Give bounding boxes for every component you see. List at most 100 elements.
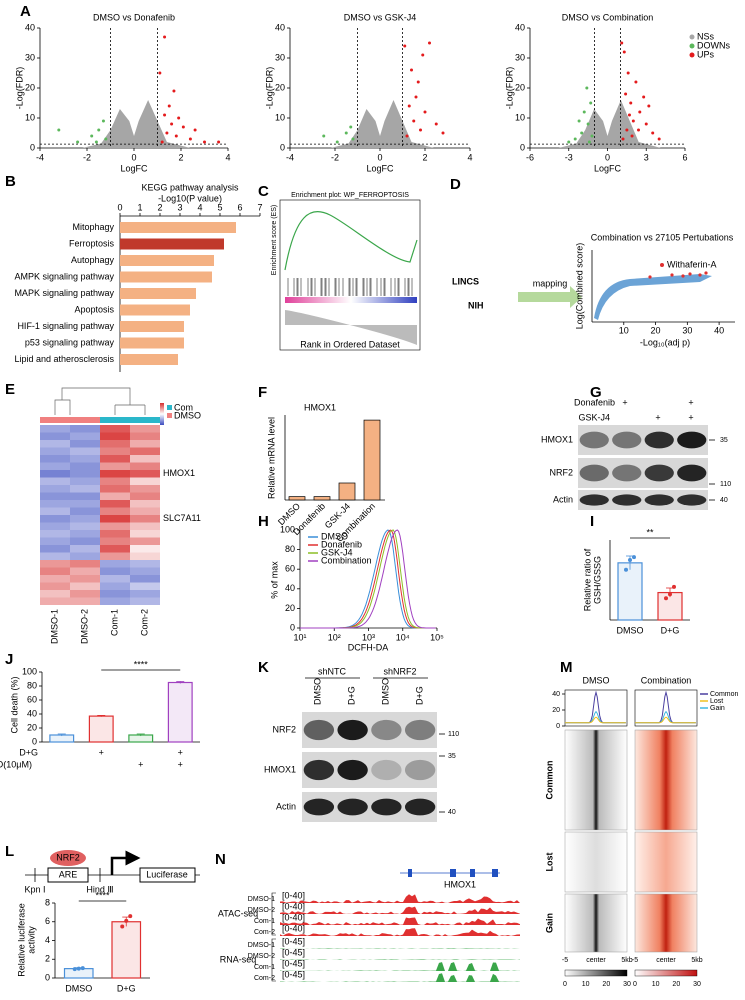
- y-tick-label: 4: [45, 935, 50, 945]
- heat-cell: [100, 425, 130, 433]
- plot-title: Combination vs 27105 Pertubations: [591, 232, 734, 242]
- signal-heatmap: [564, 729, 628, 831]
- heat-cell: [40, 582, 70, 590]
- x-label: DCFH-DA: [348, 642, 389, 652]
- heat-cell: [40, 530, 70, 538]
- y-tick-label: 60: [285, 564, 295, 574]
- x-tick-label: 10³: [362, 632, 375, 642]
- heat-cell: [100, 485, 130, 493]
- point: [577, 119, 581, 123]
- heat-cell: [70, 515, 100, 523]
- heat-cell: [100, 537, 130, 545]
- heat-cell: [100, 470, 130, 478]
- point: [642, 95, 646, 99]
- x-label: LogFC: [366, 163, 394, 173]
- x-tick-label: 10: [619, 325, 629, 335]
- heat-cell: [40, 492, 70, 500]
- band: [303, 798, 335, 816]
- gene-label: SLC7A11: [163, 513, 201, 523]
- bar: [120, 255, 214, 266]
- y-tick-label: 10: [275, 112, 285, 122]
- heat-cell: [70, 492, 100, 500]
- heat-cell: [100, 440, 130, 448]
- x-tick-label: 20: [651, 325, 661, 335]
- heat-cell: [40, 560, 70, 568]
- point: [585, 86, 589, 90]
- y-tick-label: 30: [515, 52, 525, 62]
- point: [627, 113, 631, 117]
- colorbar-tick: 0: [633, 981, 637, 988]
- panel-letter: E: [5, 381, 15, 398]
- x-tick-label: 0: [117, 202, 122, 212]
- bar: [120, 238, 224, 250]
- track-label: Com-2: [254, 929, 275, 936]
- logo: LINCS: [452, 276, 479, 286]
- heat-cell: [70, 545, 100, 553]
- point: [631, 119, 635, 123]
- bar: [617, 562, 643, 621]
- y-tick-label: 0: [32, 736, 37, 746]
- x-tick-label: 4: [197, 202, 202, 212]
- legend-label: DMSO: [174, 410, 201, 420]
- point: [344, 131, 348, 135]
- blot-bg: [578, 490, 708, 510]
- y-tick-label: 40: [275, 22, 285, 32]
- x-label: -Log10(P value): [158, 193, 222, 203]
- band: [644, 494, 674, 506]
- x-tick-label: 2: [422, 152, 427, 162]
- heat-cell: [100, 462, 130, 470]
- heat-cell: [40, 545, 70, 553]
- point: [626, 71, 630, 75]
- point: [629, 101, 633, 105]
- ns-cloud: [82, 100, 191, 148]
- track-range: [0-40]: [282, 923, 305, 933]
- point: [419, 128, 422, 132]
- treatment-mark: +: [688, 397, 693, 407]
- marker-label: 40: [720, 497, 728, 504]
- heat-cell: [40, 575, 70, 583]
- point: [188, 137, 192, 141]
- panel-letter: D: [450, 176, 461, 193]
- track-range: [0-40]: [282, 912, 305, 922]
- x-tick-label: 30: [682, 325, 692, 335]
- x-tick-label: 0: [377, 152, 382, 162]
- category-label: Lipid and atherosclerosis: [14, 354, 114, 364]
- heat-cell: [100, 432, 130, 440]
- heat-cell: [40, 455, 70, 463]
- point: [625, 128, 629, 132]
- set-label: Common: [544, 761, 554, 800]
- heat-cell: [70, 567, 100, 575]
- point: [630, 134, 634, 138]
- panel-letter: I: [590, 513, 594, 530]
- exon: [450, 869, 456, 877]
- x-tick-label: DMSO: [617, 625, 644, 635]
- signal-heatmap: [634, 831, 698, 893]
- y-tick-label: 0: [45, 972, 50, 982]
- heat-cell: [100, 575, 130, 583]
- marker-label: 110: [448, 731, 459, 738]
- band: [337, 759, 368, 781]
- track-signal: [280, 962, 520, 971]
- x-tick-label: 7: [257, 202, 262, 212]
- category-label: Autophagy: [71, 255, 115, 265]
- treatment-mark: +: [178, 759, 183, 769]
- point: [586, 122, 590, 126]
- y-tick-label: 2: [45, 954, 50, 964]
- y-label: Log(Combined score): [574, 243, 584, 330]
- point: [573, 137, 577, 141]
- point: [349, 125, 353, 129]
- column-label: DMSO-2: [79, 609, 89, 644]
- point: [624, 567, 628, 572]
- track-signal: [280, 928, 520, 936]
- group-label: shNTC: [318, 666, 347, 676]
- signal-heatmap: [634, 729, 698, 831]
- band: [404, 719, 436, 741]
- x-label: Rank in Ordered Dataset: [300, 339, 400, 349]
- heat-cell: [70, 560, 100, 568]
- profile-box: [564, 689, 628, 727]
- significance: ****: [134, 659, 149, 669]
- point: [193, 128, 197, 132]
- y-tick-label: 100: [280, 524, 295, 534]
- track-label: DMSO-1: [248, 896, 275, 903]
- exon: [492, 869, 498, 877]
